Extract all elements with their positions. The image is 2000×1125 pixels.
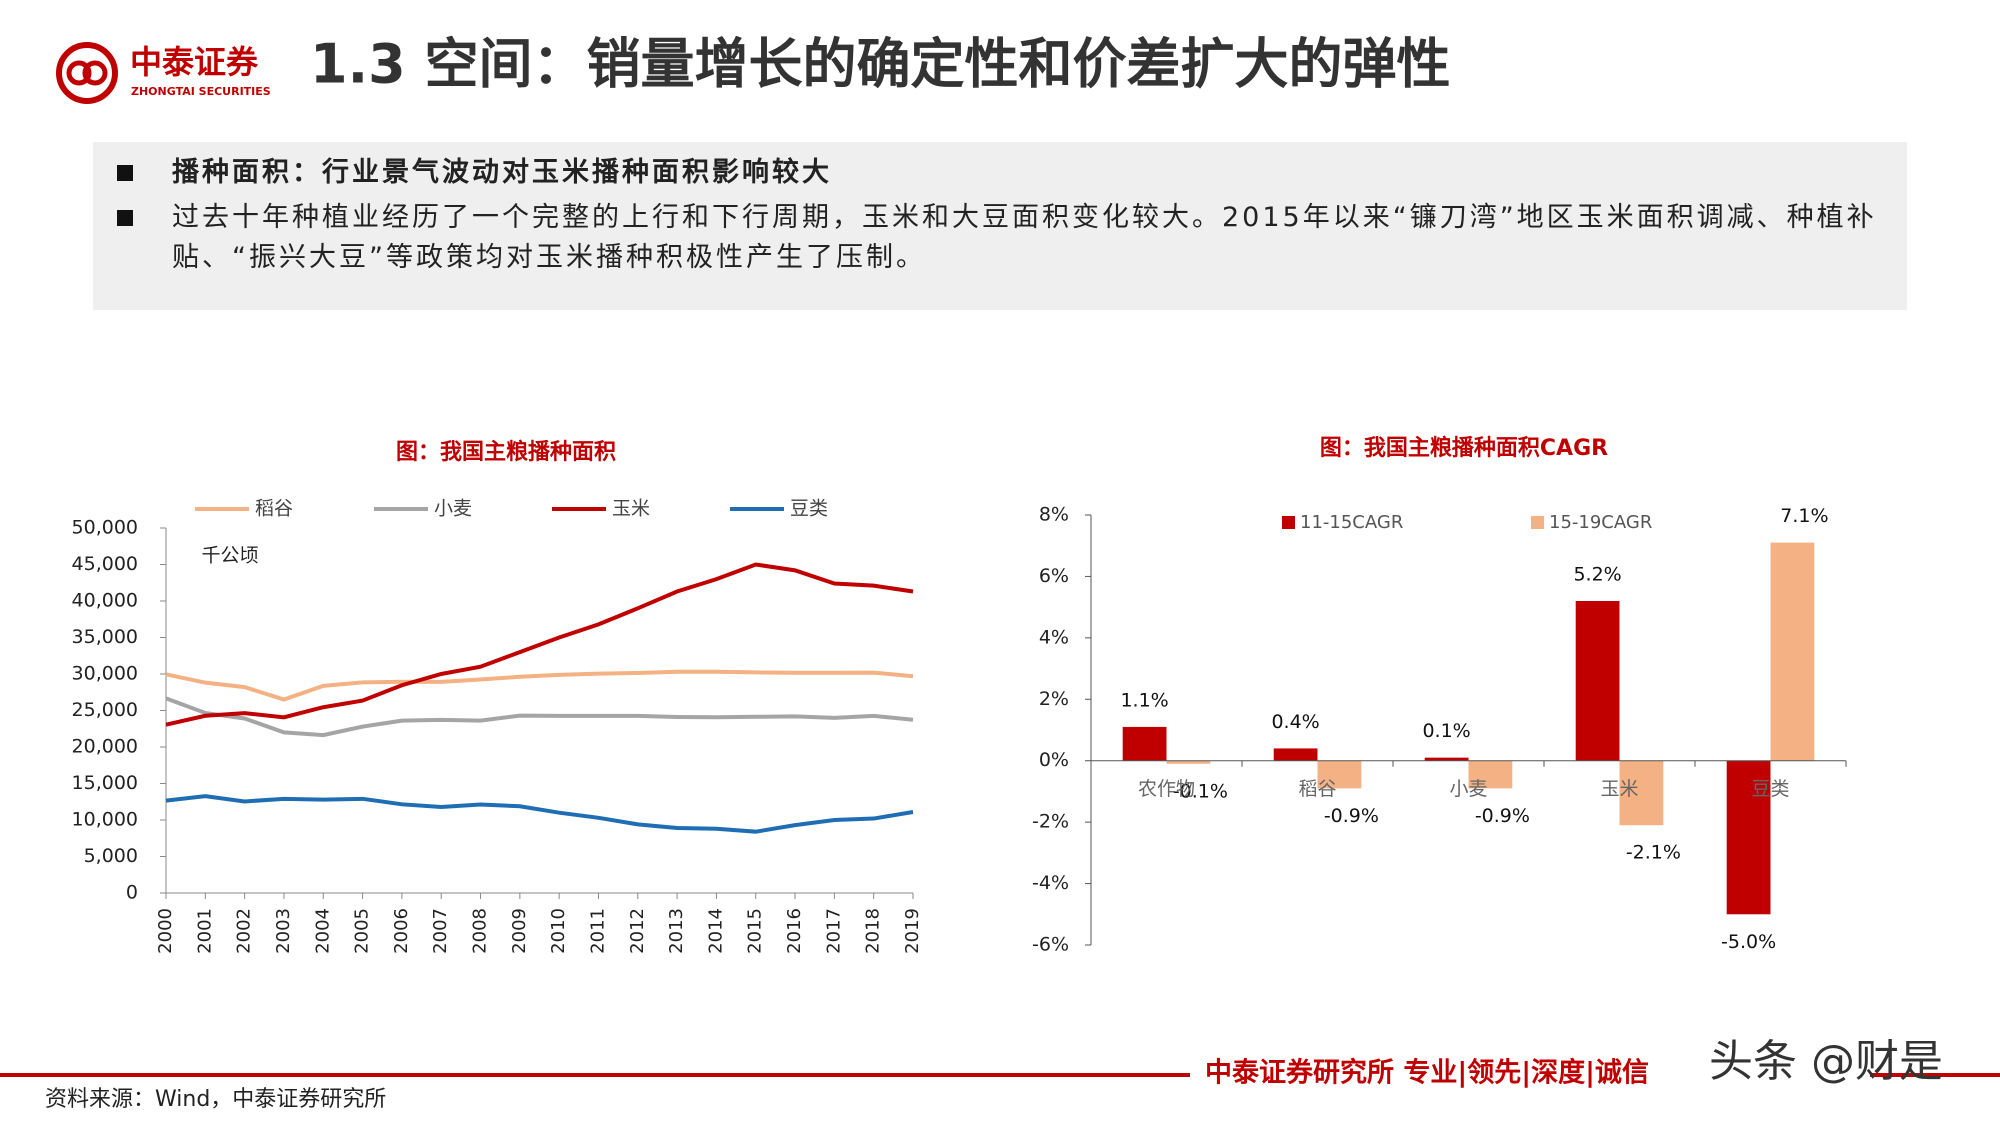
data-label: -5.0% <box>1721 931 1776 953</box>
data-label: -0.9% <box>1324 805 1379 827</box>
x-tick-label: 2013 <box>666 908 687 954</box>
series-line <box>165 562 914 727</box>
x-tick-label: 2000 <box>155 908 176 954</box>
logo-ring <box>56 42 118 104</box>
bar <box>1575 601 1620 761</box>
y-tick-label: 8% <box>1039 504 1069 526</box>
source-note: 资料来源：Wind，中泰证券研究所 <box>45 1087 386 1112</box>
y-tick-label: 25,000 <box>72 699 138 721</box>
legend-swatch <box>1282 516 1295 529</box>
series-line <box>165 696 914 738</box>
bar <box>1770 542 1815 761</box>
y-tick-label: 6% <box>1039 565 1069 587</box>
bar <box>1317 760 1362 789</box>
y-tick-label: 15,000 <box>72 772 138 794</box>
y-tick-label: 40,000 <box>72 590 138 612</box>
x-tick-label: 2014 <box>705 908 726 954</box>
y-tick-label: -4% <box>1032 872 1069 894</box>
legend-swatch <box>1531 516 1544 529</box>
x-tick-label: 2010 <box>548 908 569 954</box>
data-label: -0.1% <box>1173 780 1228 802</box>
bar <box>1122 726 1167 761</box>
bar <box>1166 760 1211 764</box>
y-tick-label: 10,000 <box>72 809 138 831</box>
data-label: 1.1% <box>1120 689 1168 711</box>
bar <box>1468 760 1513 789</box>
footer-slogan: 中泰证券研究所 专业|领先|深度|诚信 <box>1205 1057 1649 1089</box>
logo-name: 中泰证券 <box>130 43 259 81</box>
y-unit: 千公顷 <box>201 545 258 567</box>
x-tick-label: 农作物 <box>1138 778 1195 800</box>
x-tick-label: 2016 <box>784 908 805 954</box>
bullet-icon <box>117 210 133 226</box>
bullet-text: 过去十年种植业经历了一个完整的上行和下行周期，玉米和大豆面积变化较大。2015年… <box>172 202 1877 273</box>
bullet-icon <box>117 165 133 181</box>
x-tick-label: 2008 <box>470 908 491 954</box>
legend-label: 15-19CAGR <box>1549 512 1652 533</box>
y-tick-label: 0 <box>126 882 138 904</box>
y-tick-label: -2% <box>1032 811 1069 833</box>
bar <box>1619 760 1664 826</box>
chart-title: 图：我国主粮播种面积 <box>396 439 616 465</box>
bar <box>1273 748 1318 761</box>
bar <box>1424 757 1469 761</box>
series-line <box>165 669 914 702</box>
x-tick-label: 2009 <box>509 908 530 954</box>
legend-label: 稻谷 <box>255 498 293 520</box>
legend-label: 豆类 <box>790 498 828 520</box>
y-tick-label: 30,000 <box>72 663 138 685</box>
x-tick-label: 2003 <box>273 908 294 954</box>
series-line <box>165 794 914 834</box>
legend-label: 小麦 <box>434 498 472 520</box>
data-label: 0.1% <box>1422 720 1470 742</box>
x-tick-label: 豆类 <box>1751 778 1789 800</box>
x-tick-label: 小麦 <box>1449 778 1487 800</box>
y-tick-label: -6% <box>1032 934 1069 956</box>
bar <box>1726 760 1771 915</box>
bullet-heading: 播种面积：行业景气波动对玉米播种面积影响较大 <box>172 157 832 188</box>
data-label: -0.9% <box>1475 805 1530 827</box>
slide-title: 1.3 空间：销量增长的确定性和价差扩大的弹性 <box>310 33 1450 96</box>
summary-box <box>93 142 1907 310</box>
y-tick-label: 20,000 <box>72 736 138 758</box>
logo-mark <box>66 60 92 86</box>
data-label: -2.1% <box>1626 842 1681 864</box>
x-tick-label: 2001 <box>194 908 215 954</box>
x-tick-label: 2018 <box>863 908 884 954</box>
x-tick-label: 稻谷 <box>1298 778 1336 800</box>
y-tick-label: 50,000 <box>72 517 138 539</box>
x-tick-label: 2006 <box>391 908 412 954</box>
x-tick-label: 2012 <box>627 908 648 954</box>
chart-title: 图：我国主粮播种面积CAGR <box>1320 435 1608 461</box>
data-label: 5.2% <box>1573 564 1621 586</box>
legend-label: 玉米 <box>612 498 650 520</box>
x-tick-label: 2004 <box>312 908 333 954</box>
logo-mark <box>82 60 108 86</box>
x-tick-label: 2019 <box>902 908 923 954</box>
y-tick-label: 2% <box>1039 688 1069 710</box>
watermark: 头条 @财是 <box>1709 1036 1943 1087</box>
x-tick-label: 2015 <box>745 908 766 954</box>
x-tick-label: 2005 <box>352 908 373 954</box>
y-tick-label: 35,000 <box>72 626 138 648</box>
x-tick-label: 2007 <box>430 908 451 954</box>
y-tick-label: 4% <box>1039 626 1069 648</box>
y-tick-label: 5,000 <box>84 845 138 867</box>
logo-name-en: ZHONGTAI SECURITIES <box>131 85 271 98</box>
x-tick-label: 玉米 <box>1600 778 1638 800</box>
x-tick-label: 2011 <box>587 908 608 954</box>
data-label: 7.1% <box>1780 505 1828 527</box>
y-tick-label: 0% <box>1039 749 1069 771</box>
data-label: 0.4% <box>1271 711 1319 733</box>
y-tick-label: 45,000 <box>72 553 138 575</box>
legend-label: 11-15CAGR <box>1300 512 1403 533</box>
x-tick-label: 2002 <box>234 908 255 954</box>
x-tick-label: 2017 <box>823 908 844 954</box>
